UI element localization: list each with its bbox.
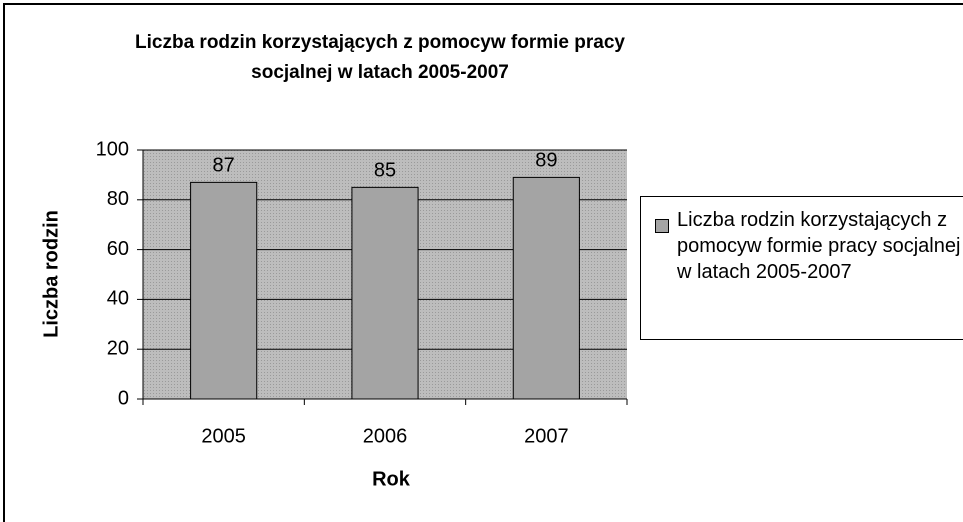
- data-label: 85: [374, 160, 396, 182]
- bar: [190, 181, 258, 400]
- x-tick-label: 2007: [524, 425, 569, 447]
- data-label: 87: [213, 155, 235, 177]
- data-label: 89: [535, 150, 557, 172]
- x-axis-label: Rok: [372, 468, 411, 490]
- bar: [512, 176, 580, 400]
- y-tick-label: 20: [107, 337, 129, 359]
- legend: Liczba rodzin korzystających z pomocyw f…: [640, 196, 963, 340]
- y-axis-label: Liczba rodzin: [40, 210, 62, 338]
- legend-label: Liczba rodzin korzystających z pomocyw f…: [677, 209, 961, 283]
- x-tick-label: 2006: [363, 425, 408, 447]
- y-tick-label: 60: [107, 238, 129, 260]
- bar: [351, 186, 419, 400]
- y-tick-label: 40: [107, 288, 129, 310]
- x-tick-label: 2005: [201, 425, 246, 447]
- y-tick-label: 100: [96, 138, 129, 160]
- chart-title: Liczba rodzin korzystających z pomocyw f…: [135, 32, 625, 83]
- y-tick-label: 0: [118, 387, 129, 409]
- legend-swatch: [655, 219, 669, 233]
- y-tick-label: 80: [107, 188, 129, 210]
